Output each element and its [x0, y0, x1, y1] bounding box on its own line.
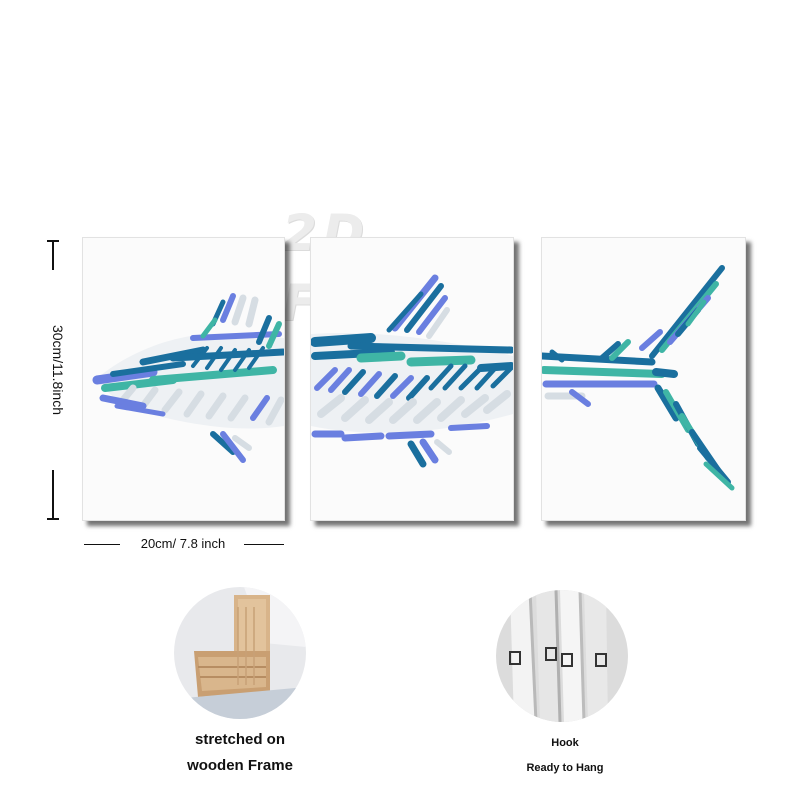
canvas-panel-right	[541, 237, 746, 521]
width-dimension-label: 20cm/ 7.8 inch	[140, 536, 226, 551]
hook-caption-line1: Hook	[551, 737, 579, 749]
canvas-panel-middle	[310, 237, 514, 521]
shark-tail-artwork	[542, 265, 735, 491]
hook-photo	[496, 590, 628, 722]
frame-caption-line2: wooden Frame	[187, 757, 293, 774]
canvas-panel-left	[82, 237, 285, 521]
width-dimension-line-right	[244, 544, 284, 545]
shark-head-artwork	[92, 293, 284, 463]
frame-caption-line1: stretched on	[194, 731, 285, 748]
wooden-frame-photo	[174, 587, 306, 719]
shark-body-artwork	[311, 274, 513, 468]
height-dimension-label: 30cm/11.8inch	[48, 270, 68, 470]
width-dimension-line-left	[84, 544, 120, 545]
hook-caption-line2: Ready to Hang	[526, 762, 604, 774]
